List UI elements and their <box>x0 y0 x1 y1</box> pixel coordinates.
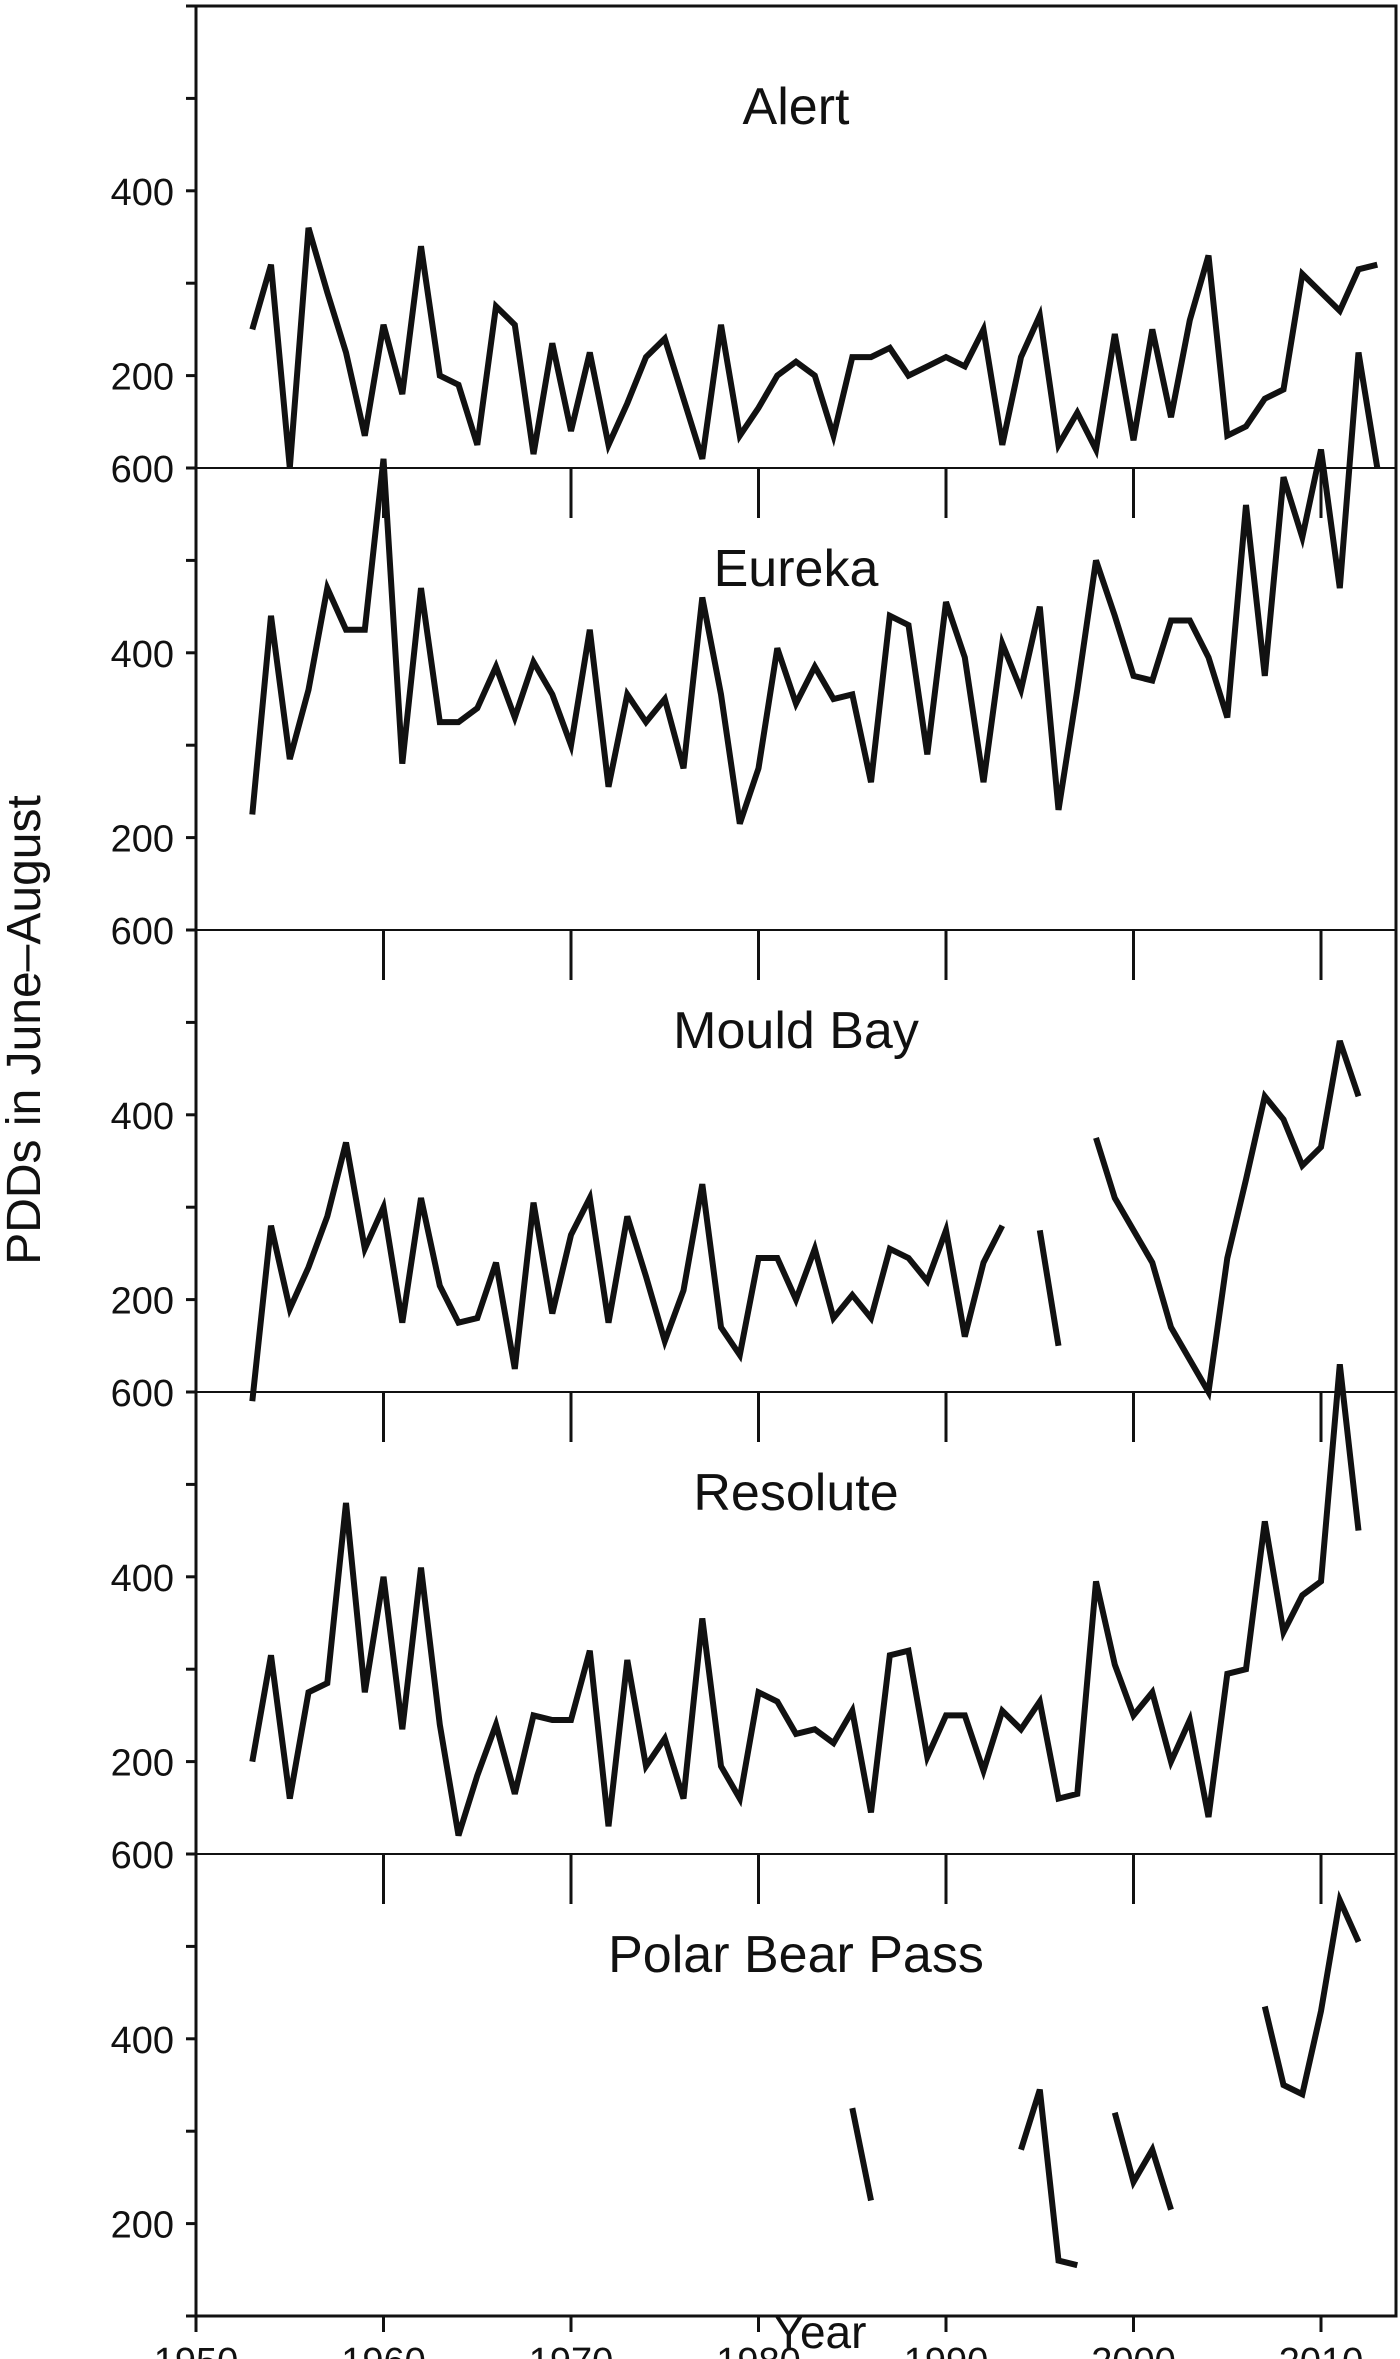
panels: Alert Eureka Mould Bay Resolute Polar Bear P… <box>194 4 1398 2318</box>
y-tick-label: 200 <box>111 1743 174 1785</box>
y-axis-title: PDDs in June–August <box>0 795 51 1265</box>
y-tick-label: 400 <box>111 1096 174 1138</box>
y-tick-label: 200 <box>111 357 174 399</box>
panel-title-eureka: Eureka <box>714 540 879 598</box>
y-tick-label: 400 <box>111 172 174 214</box>
series-line-mould-bay <box>249 1141 1005 1402</box>
y-axis: 200 400 200 400 600 200 400 600 200 400 600 200 400 6… <box>111 4 196 2318</box>
y-tick-label: 400 <box>111 634 174 676</box>
panel-title-resolute: Resolute <box>693 1464 898 1522</box>
series-line-eureka <box>249 352 1381 825</box>
x-tick-label: 2000 <box>1091 2341 1176 2359</box>
y-tick-label: 200 <box>111 2205 174 2247</box>
x-tick-label: 1980 <box>716 2341 801 2359</box>
series-line-resolute <box>249 1363 1362 1837</box>
x-tick-label: 1990 <box>904 2341 989 2359</box>
y-tick-label: 600 <box>111 1373 174 1415</box>
y-tick-label: 200 <box>111 819 174 861</box>
series-line-polar-bear-pass <box>1018 2088 1079 2269</box>
y-tick-label: 600 <box>111 1835 174 1877</box>
x-axis: 1950 1960 1970 1980 1990 2000 2010 <box>154 468 1364 2359</box>
series-line-polar-bear-pass <box>849 2107 874 2202</box>
y-tick-label: 400 <box>111 2020 174 2062</box>
panel-title-alert: Alert <box>743 78 850 136</box>
panel-title-mould-bay: Mould Bay <box>673 1002 919 1060</box>
series-line-alert <box>249 226 1379 469</box>
y-tick-label: 400 <box>111 1558 174 1600</box>
x-axis-title: Year <box>774 2306 867 2358</box>
series-lines <box>249 226 1381 2269</box>
y-tick-label: 600 <box>111 911 174 953</box>
plot-frame <box>194 4 1398 2318</box>
x-tick-label: 1970 <box>529 2341 614 2359</box>
series-line-mould-bay <box>1036 1229 1062 1347</box>
y-tick-label: 600 <box>111 449 174 491</box>
y-tick-label: 200 <box>111 1281 174 1323</box>
series-line-polar-bear-pass <box>1111 2111 1174 2211</box>
series-line-mould-bay <box>1093 1039 1362 1402</box>
x-tick-label: 2010 <box>1279 2341 1364 2359</box>
series-line-polar-bear-pass <box>1261 1889 1362 2099</box>
x-tick-label: 1950 <box>154 2341 239 2359</box>
panel-title-polar-bear-pass: Polar Bear Pass <box>608 1926 984 1984</box>
x-tick-label: 1960 <box>341 2341 426 2359</box>
